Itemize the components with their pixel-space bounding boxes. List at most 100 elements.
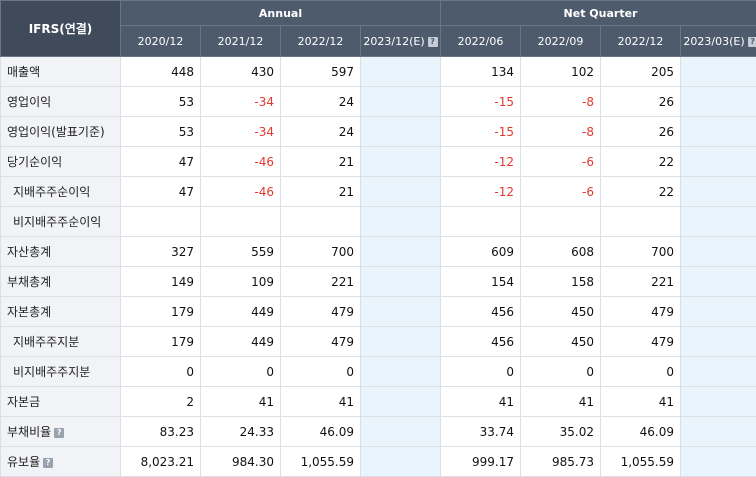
value-cell: 479: [601, 327, 681, 357]
value-cell: [521, 207, 601, 237]
value-cell: 1,055.59: [601, 447, 681, 477]
help-icon[interactable]: ?: [43, 458, 53, 468]
value-cell: 53: [121, 117, 201, 147]
row-label-text: 영업이익: [7, 95, 51, 109]
value-cell: 597: [281, 57, 361, 87]
value-cell: 24.33: [201, 417, 281, 447]
estimate-cell: [681, 117, 756, 147]
value-cell: 700: [601, 237, 681, 267]
value-cell: 430: [201, 57, 281, 87]
value-cell: -46: [201, 147, 281, 177]
value-cell: 41: [441, 387, 521, 417]
value-cell: [441, 207, 521, 237]
estimate-cell: [681, 417, 756, 447]
value-cell: 450: [521, 297, 601, 327]
value-cell: 449: [201, 327, 281, 357]
estimate-cell: [681, 297, 756, 327]
row-label-text: 지배주주지분: [13, 335, 79, 349]
value-cell: 0: [521, 357, 601, 387]
value-cell: 0: [281, 357, 361, 387]
value-cell: 47: [121, 147, 201, 177]
period-header: 2020/12: [121, 26, 201, 57]
period-label: 2023/03(E): [683, 35, 744, 48]
value-cell: 449: [201, 297, 281, 327]
value-cell: 479: [601, 297, 681, 327]
estimate-cell: [361, 237, 441, 267]
value-cell: 24: [281, 117, 361, 147]
row-label: 지배주주지분: [1, 327, 121, 357]
value-cell: 221: [601, 267, 681, 297]
value-cell: 26: [601, 117, 681, 147]
value-cell: [601, 207, 681, 237]
estimate-cell: [361, 147, 441, 177]
row-label-text: 유보율: [7, 455, 40, 469]
accounting-standard-header: IFRS(연결): [1, 1, 121, 57]
value-cell: 26: [601, 87, 681, 117]
value-cell: 984.30: [201, 447, 281, 477]
value-cell: 102: [521, 57, 601, 87]
value-cell: 456: [441, 297, 521, 327]
help-icon[interactable]: ?: [748, 37, 756, 47]
period-header: 2022/12: [601, 26, 681, 57]
estimate-cell: [361, 207, 441, 237]
row-label-text: 부채총계: [7, 275, 51, 289]
value-cell: 33.74: [441, 417, 521, 447]
value-cell: 479: [281, 297, 361, 327]
row-label: 매출액: [1, 57, 121, 87]
help-icon[interactable]: ?: [54, 428, 64, 438]
estimate-cell: [361, 387, 441, 417]
value-cell: [281, 207, 361, 237]
value-cell: 0: [201, 357, 281, 387]
row-label-text: 비지배주주지분: [13, 365, 90, 379]
estimate-cell: [361, 87, 441, 117]
row-label: 비지배주주지분: [1, 357, 121, 387]
estimate-cell: [361, 297, 441, 327]
help-icon[interactable]: ?: [428, 37, 438, 47]
estimate-cell: [361, 57, 441, 87]
estimate-cell: [681, 327, 756, 357]
value-cell: 109: [201, 267, 281, 297]
estimate-cell: [361, 177, 441, 207]
value-cell: 609: [441, 237, 521, 267]
value-cell: -8: [521, 117, 601, 147]
value-cell: 149: [121, 267, 201, 297]
estimate-cell: [361, 417, 441, 447]
row-label-text: 자산총계: [7, 245, 51, 259]
estimate-cell: [681, 237, 756, 267]
estimate-cell: [361, 117, 441, 147]
row-label: 영업이익: [1, 87, 121, 117]
value-cell: 1,055.59: [281, 447, 361, 477]
estimate-cell: [361, 267, 441, 297]
quarter-group-header: Net Quarter: [441, 1, 756, 26]
row-label-text: 당기순이익: [7, 155, 62, 169]
value-cell: 35.02: [521, 417, 601, 447]
estimate-cell: [681, 57, 756, 87]
period-label: 2022/06: [458, 35, 504, 48]
estimate-cell: [681, 147, 756, 177]
period-header-estimate: 2023/03(E)?: [681, 26, 756, 57]
value-cell: 559: [201, 237, 281, 267]
row-label-text: 매출액: [7, 65, 40, 79]
estimate-cell: [681, 357, 756, 387]
value-cell: 83.23: [121, 417, 201, 447]
value-cell: 21: [281, 147, 361, 177]
value-cell: 2: [121, 387, 201, 417]
value-cell: 46.09: [281, 417, 361, 447]
value-cell: 46.09: [601, 417, 681, 447]
value-cell: -46: [201, 177, 281, 207]
value-cell: 205: [601, 57, 681, 87]
annual-group-header: Annual: [121, 1, 441, 26]
value-cell: 24: [281, 87, 361, 117]
row-label-text: 자본총계: [7, 305, 51, 319]
value-cell: 179: [121, 297, 201, 327]
period-header-estimate: 2023/12(E)?: [361, 26, 441, 57]
